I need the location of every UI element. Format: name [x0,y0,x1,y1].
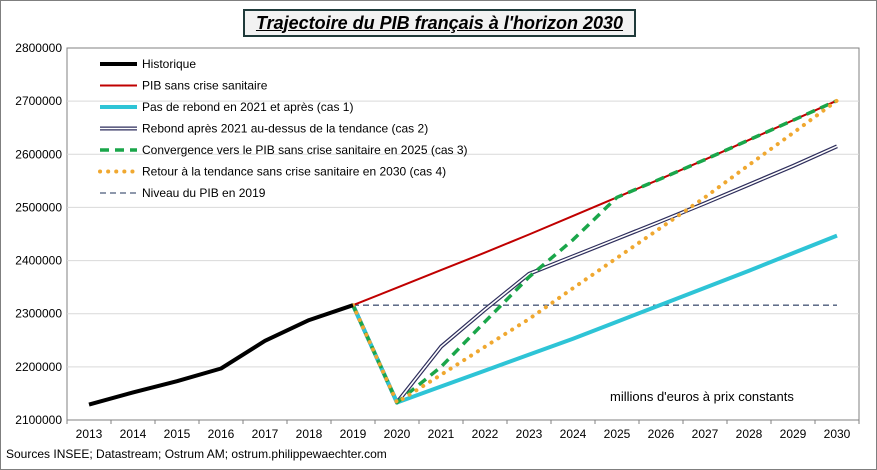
series-line-pas-de-rebond-en-2021-et-apres-cas-1 [351,233,838,405]
legend-label: Niveau du PIB en 2019 [142,186,266,200]
legend-label: Historique [142,57,196,71]
x-tick-label: 2015 [164,427,191,441]
chart-title-box: Trajectoire du PIB français à l'horizon … [243,9,636,37]
y-tick-label: 2800000 [15,41,62,55]
x-tick-label: 2018 [296,427,323,441]
legend-label: Rebond après 2021 au-dessus de la tendan… [142,122,428,136]
x-tick-label: 2020 [384,427,411,441]
chart-annotation: millions d'euros à prix constants [610,389,794,404]
x-tick-label: 2022 [472,427,499,441]
series-line-rebond-apres-2021-au-dessus-de-la-tendance-cas-2-inner [352,145,838,404]
x-tick-label: 2017 [252,427,279,441]
x-tick-label: 2026 [648,427,675,441]
y-tick-label: 2700000 [15,94,62,108]
legend-label: PIB sans crise sanitaire [142,79,268,93]
x-tick-label: 2029 [780,427,807,441]
x-tick-label: 2025 [604,427,631,441]
x-tick-label: 2019 [340,427,367,441]
chart-source: Sources INSEE; Datastream; Ostrum AM; os… [6,447,387,461]
y-tick-label: 2600000 [15,147,62,161]
series-line-convergence-vers-le-pib-sans-crise-sanitaire-en-2025-cas-3 [351,99,838,405]
y-tick-label: 2100000 [15,413,62,427]
x-tick-label: 2016 [208,427,235,441]
x-tick-label: 2028 [736,427,763,441]
legend-label: Retour à la tendance sans crise sanitair… [142,165,446,179]
x-tick-label: 2013 [76,427,103,441]
chart-title: Trajectoire du PIB français à l'horizon … [255,12,624,33]
plot-area [66,47,860,421]
series-line-historique [88,303,354,407]
y-tick-label: 2200000 [15,360,62,374]
x-tick-label: 2014 [120,427,147,441]
x-tick-label: 2023 [516,427,543,441]
x-tick-label: 2030 [824,427,851,441]
x-tick-label: 2027 [692,427,719,441]
legend-label: Convergence vers le PIB sans crise sanit… [142,143,468,157]
x-tick-label: 2021 [428,427,455,441]
y-tick-label: 2400000 [15,254,62,268]
y-tick-label: 2500000 [15,200,62,214]
legend-label: Pas de rebond en 2021 et après (cas 1) [142,100,353,114]
x-tick-label: 2024 [560,427,587,441]
y-tick-label: 2300000 [15,307,62,321]
